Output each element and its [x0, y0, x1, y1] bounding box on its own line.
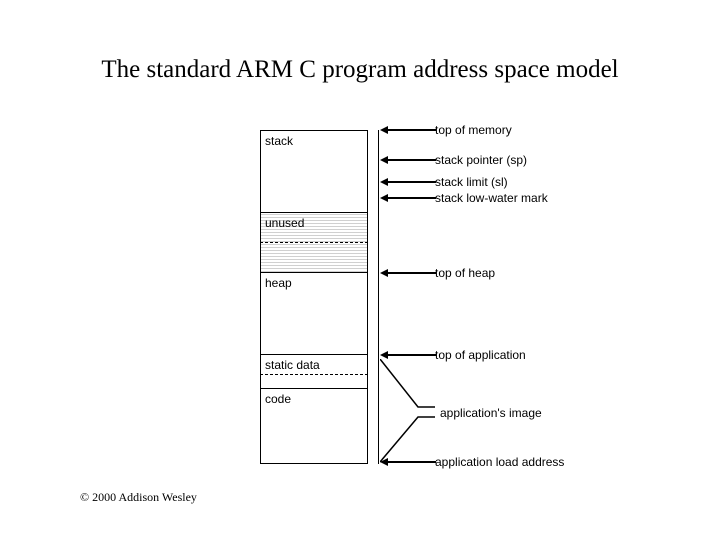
region-code: code	[261, 389, 367, 463]
region-unused: unused	[261, 213, 367, 273]
arrow-top-of-memory	[380, 124, 436, 136]
arrow-line	[388, 129, 436, 131]
label-applications-image: application's image	[440, 406, 542, 420]
copyright-text: © 2000 Addison Wesley	[80, 490, 197, 505]
arrow-line	[388, 354, 436, 356]
arrow-line	[388, 159, 436, 161]
arrow-top-of-heap	[380, 267, 436, 279]
arrow-stack-limit	[380, 176, 436, 188]
dash-stack-bottom	[260, 212, 368, 213]
address-space-diagram: stack unused heap static data code top o…	[260, 130, 640, 470]
arrow-line	[388, 181, 436, 183]
region-heap-label: heap	[265, 276, 292, 290]
arrow-head-icon	[380, 178, 388, 186]
region-static-data: static data	[261, 355, 367, 389]
label-top-of-application: top of application	[435, 348, 526, 362]
page-title: The standard ARM C program address space…	[0, 56, 720, 84]
arrow-line	[388, 272, 436, 274]
arrow-head-icon	[380, 194, 388, 202]
region-stack: stack	[261, 131, 367, 213]
arrow-line	[388, 461, 436, 463]
bracket-applications-image	[380, 359, 435, 463]
region-stack-label: stack	[265, 134, 293, 148]
arrow-stack-pointer	[380, 154, 436, 166]
memory-column: stack unused heap static data code	[260, 130, 368, 464]
arrow-application-load-address	[380, 456, 436, 468]
arrow-head-icon	[380, 156, 388, 164]
region-static-data-label: static data	[265, 358, 320, 372]
arrow-head-icon	[380, 269, 388, 277]
label-stack-low-water: stack low-water mark	[435, 191, 548, 205]
label-stack-pointer: stack pointer (sp)	[435, 153, 527, 167]
label-application-load-address: application load address	[435, 455, 564, 469]
arrow-stack-low-water	[380, 192, 436, 204]
dash-static-mid	[260, 374, 368, 375]
label-top-of-heap: top of heap	[435, 266, 495, 280]
arrow-head-icon	[380, 458, 388, 466]
dash-unused-mid	[260, 242, 368, 243]
region-code-label: code	[265, 392, 291, 406]
label-stack-limit: stack limit (sl)	[435, 175, 508, 189]
arrow-line	[388, 197, 436, 199]
label-top-of-memory: top of memory	[435, 123, 512, 137]
arrow-head-icon	[380, 351, 388, 359]
region-heap: heap	[261, 273, 367, 355]
arrow-head-icon	[380, 126, 388, 134]
reference-line	[378, 130, 379, 464]
region-unused-label: unused	[265, 216, 304, 230]
